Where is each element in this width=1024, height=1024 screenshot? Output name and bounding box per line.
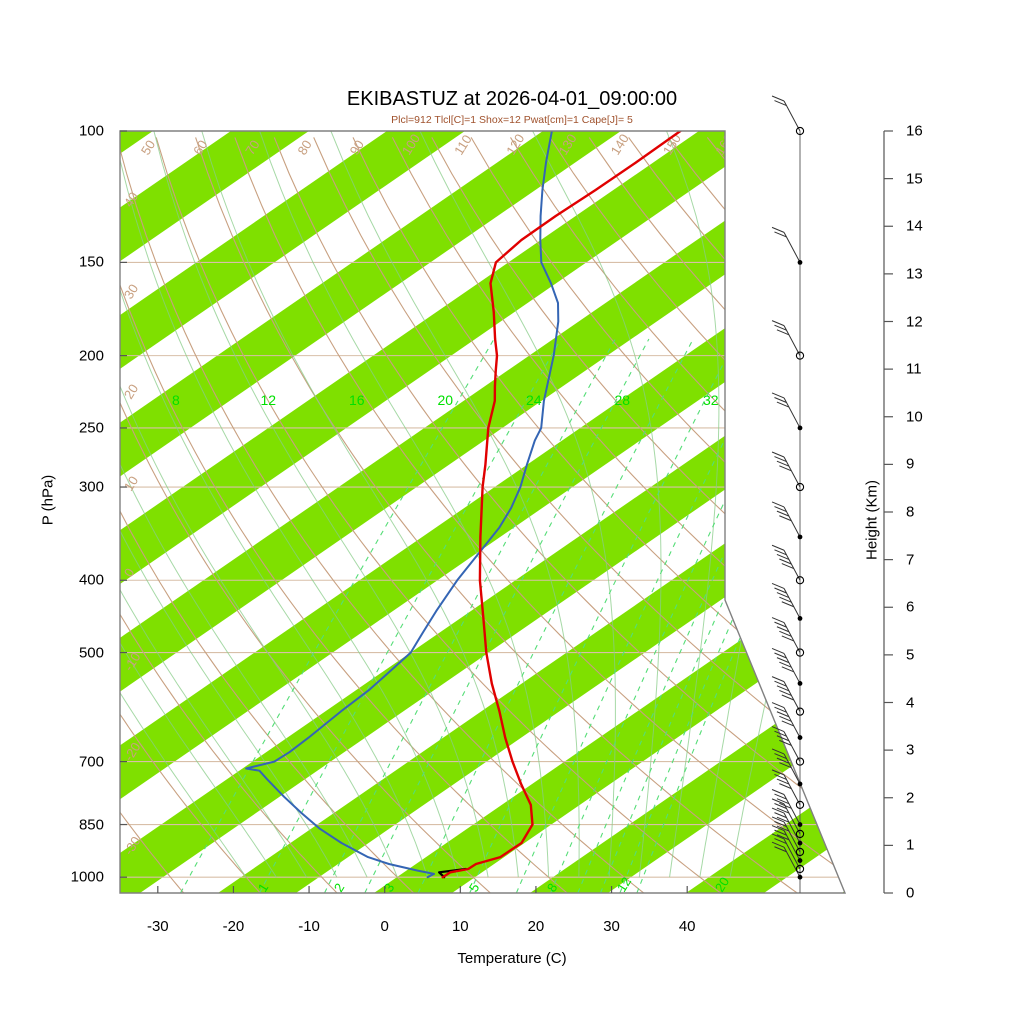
wind-barb <box>771 833 805 874</box>
pressure-tick-500: 500 <box>78 644 104 662</box>
wind-barb <box>771 816 805 857</box>
temperature-tick--20: -20 <box>222 918 245 935</box>
wind-barb <box>771 226 803 265</box>
wind-barb <box>771 726 805 766</box>
height-tick-11: 11 <box>906 360 922 378</box>
temperature-tick--30: -30 <box>146 918 169 935</box>
temperature-profile <box>441 131 682 879</box>
page-title: EKIBASTUZ at 2026-04-01_09:00:00 <box>346 88 678 110</box>
height-tick-15: 15 <box>906 170 923 188</box>
temperature-tick-40: 40 <box>678 918 696 935</box>
wind-barb <box>771 501 803 540</box>
sounding-parameters: Plcl=912 Tlcl[C]=1 Shox=12 Pwat[cm]=1 Ca… <box>391 114 633 126</box>
wind-barb <box>771 825 803 863</box>
mixing-ratio-label-8: 8 <box>172 392 180 408</box>
wind-barb <box>771 789 803 827</box>
height-tick-12: 12 <box>906 313 923 330</box>
pressure-tick-300: 300 <box>78 478 104 496</box>
temperature-tick-10: 10 <box>451 918 469 935</box>
dry-adiabat-label-left-10: 10 <box>121 473 141 493</box>
height-tick-8: 8 <box>906 503 915 521</box>
height-axis <box>883 130 893 894</box>
height-tick-3: 3 <box>906 741 915 759</box>
pressure-tick-1000: 1000 <box>70 868 104 886</box>
dry-adiabat-label-top-50: 50 <box>138 137 158 157</box>
dry-adiabat-label-right-0: 0 <box>725 512 742 526</box>
dry-adiabat-label-right-10: 10 <box>738 586 758 606</box>
height-tick-16: 16 <box>906 122 923 140</box>
mixing-ratio-label-12: 12 <box>261 392 277 408</box>
dry-adiabat-label-left-40: 40 <box>121 189 141 209</box>
plot-frame <box>119 130 847 894</box>
wind-barb <box>771 798 805 839</box>
wind-barb <box>771 841 803 880</box>
height-tick-2: 2 <box>906 789 915 807</box>
wind-barb <box>771 647 803 686</box>
pressure-tick-400: 400 <box>78 571 104 589</box>
dry-adiabat-lines <box>120 137 845 893</box>
mixing-ratio-label-32: 32 <box>703 392 719 408</box>
wind-barb <box>771 582 803 621</box>
wind-barb <box>771 392 803 431</box>
mixing-ratio-label-24: 24 <box>526 392 542 408</box>
moist-adiabat-lines <box>120 131 845 878</box>
dewpoint-profile <box>245 131 560 879</box>
temperature-tick-0: 0 <box>380 918 389 935</box>
wind-barb <box>771 320 805 360</box>
wind-barb <box>771 544 805 585</box>
temperature-tick--10: -10 <box>298 918 320 935</box>
wind-barb <box>771 702 803 740</box>
height-tick-6: 6 <box>906 598 915 616</box>
wind-barb <box>771 769 805 810</box>
height-tick-5: 5 <box>906 646 915 664</box>
dry-adiabat-label-top-60: 60 <box>190 137 210 157</box>
temperature-tick-20: 20 <box>527 918 545 935</box>
dry-adiabat-label-top-90: 90 <box>347 137 367 157</box>
height-tick-1: 1 <box>906 836 915 854</box>
height-tick-14: 14 <box>906 217 923 235</box>
height-tick-7: 7 <box>906 551 915 569</box>
plot-interior: 50 60 70 80 90 100 110 120 130 140 150 160403020100… <box>120 131 845 893</box>
dry-adiabat-label-left-20: 20 <box>121 381 141 401</box>
wind-barb <box>771 748 803 787</box>
pressure-tick-250: 250 <box>78 419 104 437</box>
wind-barb <box>771 95 805 136</box>
pressure-tick-850: 850 <box>78 816 104 834</box>
pressure-tick-200: 200 <box>78 347 104 365</box>
wind-barb <box>771 807 803 846</box>
wind-barb <box>771 676 805 716</box>
temperature-tick-30: 30 <box>603 918 620 935</box>
height-tick-13: 13 <box>906 265 923 283</box>
height-tick-0: 0 <box>906 884 915 902</box>
dry-adiabat-label-top-70: 70 <box>242 137 262 157</box>
dry-adiabat-label-top-80: 80 <box>294 137 314 157</box>
pressure-tick-100: 100 <box>78 122 104 140</box>
dry-adiabat-label-left-30: 30 <box>121 281 141 301</box>
dry-adiabat-label-right-20: 20 <box>780 641 800 661</box>
mixing-ratio-label-20: 20 <box>438 392 454 408</box>
height-tick-10: 10 <box>906 408 923 426</box>
pressure-tick-700: 700 <box>78 753 104 771</box>
height-tick-9: 9 <box>906 455 915 473</box>
mixing-ratio-label-16: 16 <box>349 392 365 408</box>
height-tick-4: 4 <box>906 694 915 711</box>
mixing-ratio-label-28: 28 <box>615 392 631 408</box>
wind-barb <box>771 451 805 492</box>
wind-barb-column <box>771 95 805 893</box>
pressure-tick-150: 150 <box>78 253 104 271</box>
dry-adiabat-label-right-30: 30 <box>822 687 842 707</box>
x-axis-label: Temperature (C) <box>457 950 567 967</box>
wind-barb <box>771 617 805 657</box>
